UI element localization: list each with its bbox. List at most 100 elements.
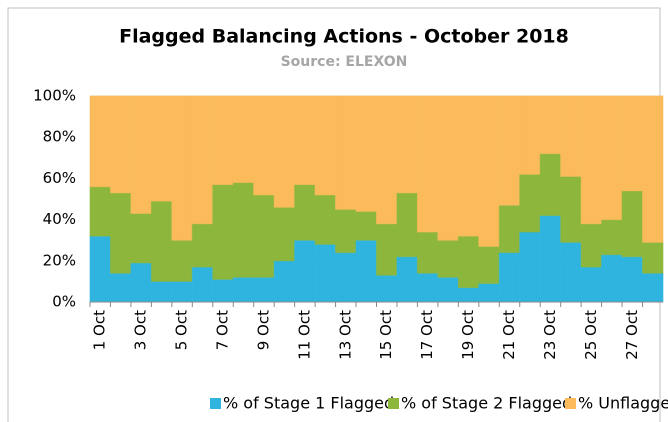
bar-segment (212, 95, 234, 186)
bar-segment (416, 231, 439, 274)
bar-segment (150, 95, 173, 202)
bar-segment (498, 95, 521, 206)
legend-label: % of Stage 1 Flagged (223, 394, 394, 413)
legend-swatch (388, 398, 399, 409)
bar-segment (294, 239, 316, 303)
bar-segment (171, 95, 193, 241)
bar-segment (519, 95, 541, 175)
bar-segment (642, 95, 664, 243)
bar-segment (642, 272, 664, 303)
bar-segment (171, 280, 193, 303)
bar-segment (150, 200, 173, 282)
bar-segment (294, 184, 316, 241)
bar-segment (560, 241, 582, 303)
bar-segment (335, 208, 357, 254)
bar-segment (355, 95, 377, 212)
legend-label: % Unflagged (578, 394, 668, 413)
bar-segment (376, 223, 398, 276)
bar-segment (109, 192, 132, 274)
bar-segment (232, 95, 255, 184)
bar-segment (457, 95, 480, 237)
bar-segment (560, 175, 582, 243)
bar-segment (212, 184, 234, 280)
x-tick-label: 11 Oct (295, 310, 313, 360)
bar-segment (273, 206, 296, 262)
x-tick-label: 5 Oct (173, 310, 191, 350)
y-tick-label: 80% (43, 128, 76, 146)
y-tick-label: 60% (43, 169, 76, 187)
y-tick-label: 100% (33, 87, 76, 105)
bar-segment (89, 95, 111, 188)
x-tick-label: 15 Oct (377, 310, 395, 360)
y-tick-label: 20% (43, 251, 76, 269)
bar-segment (314, 194, 337, 245)
bar-segment (601, 95, 623, 221)
bar-segment (130, 95, 152, 214)
y-tick-label: 40% (43, 210, 76, 228)
bar-segment (130, 212, 152, 264)
bar-segment (396, 95, 418, 194)
bar-segment (355, 210, 377, 241)
bar-segment (109, 95, 132, 194)
bar-segment (416, 272, 439, 303)
bar-segment (437, 239, 459, 278)
bar-segment (314, 95, 337, 196)
bar-segment (335, 95, 357, 210)
bar-segment (89, 186, 111, 237)
x-tick-label: 7 Oct (214, 310, 232, 350)
bar-segment (621, 256, 644, 303)
bar-segment (273, 95, 296, 208)
bar-segment (191, 223, 214, 268)
bar-segment (519, 173, 541, 233)
bar-segment (335, 252, 357, 303)
x-tick-label: 25 Oct (582, 310, 600, 360)
x-tick-label: 21 Oct (500, 310, 518, 360)
bar-segment (212, 278, 234, 303)
bar-segment (621, 190, 644, 258)
bar-segment (232, 182, 255, 278)
bar-segment (478, 245, 500, 284)
bar-segment (232, 276, 255, 303)
bar-segment (355, 239, 377, 303)
chart-title: Flagged Balancing Actions - October 2018 (119, 26, 569, 48)
x-tick-label: 13 Oct (336, 310, 354, 360)
bar-segment (109, 272, 132, 303)
bar-segment (396, 192, 418, 258)
bar-segment (191, 95, 214, 225)
bar-segment (130, 262, 152, 303)
bar-segment (273, 260, 296, 303)
y-tick-label: 0% (52, 293, 76, 311)
bar-segment (519, 231, 541, 303)
bar-segment (171, 239, 193, 282)
bar-segment (253, 95, 275, 196)
legend-label: % of Stage 2 Flagged (401, 394, 572, 413)
x-tick-label: 19 Oct (459, 310, 477, 360)
bar-segment (621, 95, 644, 192)
x-tick-label: 23 Oct (541, 310, 559, 360)
bar-segment (191, 266, 214, 303)
bar-segment (539, 214, 562, 303)
bar-segment (601, 254, 623, 303)
bar-segment (437, 95, 459, 241)
bar-segment (150, 280, 173, 303)
bar-segment (253, 194, 275, 278)
x-tick-label: 9 Oct (254, 310, 272, 350)
bar-segment (457, 235, 480, 289)
bar-segment (539, 95, 562, 155)
x-tick-label: 27 Oct (623, 310, 641, 360)
legend-swatch (565, 398, 576, 409)
bar-segment (478, 95, 500, 247)
bar-segment (437, 276, 459, 303)
x-tick-label: 17 Oct (418, 310, 436, 360)
bar-segment (253, 276, 275, 303)
bar-segment (376, 95, 398, 225)
bar-segment (580, 223, 603, 268)
bar-segment (580, 95, 603, 225)
bar-segment (396, 256, 418, 303)
bar-segment (416, 95, 439, 233)
bar-segment (294, 95, 316, 186)
legend-swatch (210, 398, 221, 409)
bar-segment (314, 243, 337, 303)
bar-segment (457, 287, 480, 303)
